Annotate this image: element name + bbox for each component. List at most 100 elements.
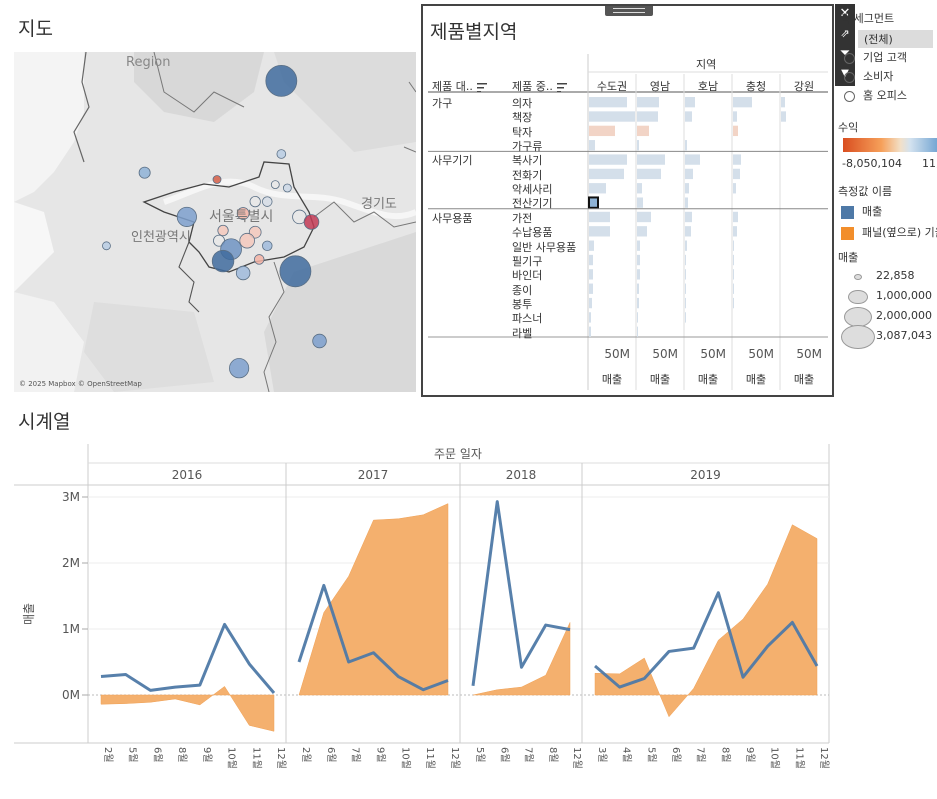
region-bar[interactable] [589, 168, 624, 180]
region-bar[interactable] [589, 154, 627, 165]
popup-drag-handle[interactable] [605, 6, 653, 16]
region-bar[interactable] [589, 140, 595, 151]
region-bar[interactable] [589, 183, 606, 194]
region-bar[interactable] [733, 283, 734, 294]
region-bar[interactable] [685, 97, 695, 108]
region-bar[interactable] [589, 125, 615, 137]
measure-legend-item[interactable]: 패널(옆으로) 기울 [841, 224, 937, 240]
region-bar[interactable] [685, 240, 687, 251]
open-external-icon[interactable]: ⇗ [840, 27, 850, 40]
map-bubble[interactable] [253, 254, 265, 265]
region-bar[interactable] [733, 111, 737, 122]
region-bar[interactable] [589, 226, 610, 237]
year-header[interactable]: 2017 [358, 468, 389, 482]
region-bar[interactable] [589, 312, 591, 323]
segment-option[interactable]: 기업 고객 [844, 49, 907, 65]
region-bar[interactable] [733, 297, 734, 309]
region-bar[interactable] [589, 283, 593, 294]
sort-icon[interactable] [556, 82, 567, 92]
region-bar[interactable] [733, 254, 734, 266]
map-bubble[interactable] [262, 196, 273, 207]
region-bar[interactable] [733, 226, 737, 237]
region-bar[interactable] [589, 297, 592, 309]
segment-option[interactable]: 홈 오피스 [844, 87, 907, 103]
product-region-popup[interactable]: 제품별지역 제품 대.. 제품 중.. 지역 수도권 영남 호남 충청 강원 가구 의자 책장… [421, 4, 834, 397]
region-bar[interactable] [637, 312, 638, 323]
map-bubble[interactable] [229, 358, 250, 379]
region-bar[interactable] [637, 226, 647, 237]
region-bar[interactable] [589, 254, 593, 266]
region-header-cell[interactable]: 강원 [793, 80, 815, 93]
subcategory-row-label[interactable]: 파스너 [512, 312, 543, 326]
subcategory-row-label[interactable]: 복사기 [512, 154, 543, 168]
subcategory-row-label[interactable]: 악세사리 [512, 183, 553, 197]
panel-area-series[interactable] [472, 622, 571, 696]
region-bar[interactable] [637, 125, 649, 137]
region-bar[interactable] [637, 297, 639, 309]
subcategory-row-label[interactable]: 전화기 [512, 168, 543, 182]
map-bubble[interactable] [138, 166, 151, 179]
col-header-category[interactable]: 제품 대.. [432, 78, 487, 94]
region-bar[interactable] [637, 240, 640, 251]
region-bar[interactable] [781, 111, 786, 122]
map-bubble-layer[interactable] [14, 52, 416, 392]
panel-area-series[interactable] [100, 686, 275, 732]
region-bar[interactable] [733, 240, 734, 251]
map-bubble[interactable] [270, 180, 280, 190]
region-bar[interactable] [733, 211, 738, 223]
region-bar[interactable] [637, 326, 638, 337]
region-bar[interactable] [589, 269, 593, 280]
region-bar[interactable] [637, 140, 639, 151]
region-bar[interactable] [685, 154, 700, 165]
subcategory-row-label[interactable]: 의자 [512, 97, 533, 110]
map-bubble[interactable] [212, 175, 222, 184]
region-header-cell[interactable]: 영남 [649, 80, 671, 93]
map-bubble[interactable] [249, 195, 261, 208]
region-bar[interactable] [685, 140, 687, 151]
region-bar[interactable] [637, 269, 640, 280]
segment-option[interactable]: (전체) [858, 30, 933, 48]
map-bubble[interactable] [279, 255, 312, 288]
radio-icon[interactable] [844, 71, 855, 83]
map-bubble[interactable] [239, 232, 255, 249]
panel-area-series[interactable] [594, 524, 818, 718]
region-bar[interactable] [685, 283, 686, 294]
sales-line-series[interactable] [100, 622, 276, 694]
region-bar[interactable] [733, 125, 738, 137]
segment-option[interactable]: 소비자 [844, 68, 893, 84]
region-bar[interactable] [781, 97, 785, 108]
region-bar[interactable] [685, 197, 688, 208]
region-bar[interactable] [685, 183, 689, 194]
subcategory-row-label[interactable]: 봉투 [512, 297, 533, 311]
region-bar[interactable] [589, 97, 627, 108]
region-bar[interactable] [589, 211, 610, 223]
region-bar[interactable] [637, 111, 658, 122]
radio-icon[interactable] [844, 52, 855, 64]
panel-area-series[interactable] [298, 503, 449, 696]
year-header[interactable]: 2018 [506, 468, 537, 482]
region-bar[interactable] [733, 97, 752, 108]
region-bar[interactable] [589, 240, 594, 251]
subcategory-row-label[interactable]: 가구류 [512, 140, 543, 154]
region-bar[interactable] [685, 226, 691, 237]
subcategory-row-label[interactable]: 탁자 [512, 125, 533, 139]
region-bar[interactable] [637, 154, 665, 165]
map-bubble[interactable] [312, 333, 327, 349]
measure-legend-item[interactable]: 매출 [841, 203, 882, 219]
map-bubble[interactable] [282, 183, 292, 193]
subcategory-row-label[interactable]: 책장 [512, 111, 533, 125]
region-bar[interactable] [637, 283, 639, 294]
subcategory-row-label[interactable]: 전산기기 [512, 197, 553, 211]
map-bubble[interactable] [262, 240, 273, 252]
region-bar[interactable] [637, 197, 643, 208]
map-bubble[interactable] [235, 265, 251, 281]
subcategory-row-label[interactable]: 바인더 [512, 269, 543, 283]
subcategory-row-label[interactable]: 종이 [512, 283, 533, 297]
region-bar[interactable] [733, 269, 734, 280]
year-header[interactable]: 2019 [690, 468, 721, 482]
radio-icon[interactable] [844, 90, 855, 102]
sort-icon[interactable] [476, 82, 487, 92]
region-bar[interactable] [685, 312, 686, 323]
sales-line-series[interactable] [471, 500, 571, 686]
